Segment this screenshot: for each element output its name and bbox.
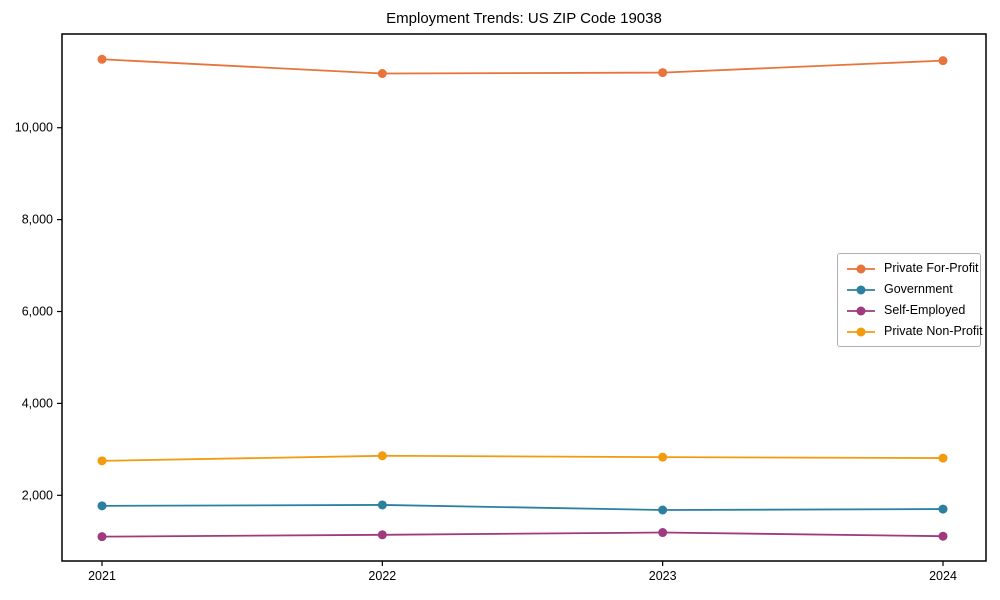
legend-item: Private Non-Profit bbox=[846, 322, 983, 342]
series-marker-private-non-profit bbox=[97, 456, 107, 466]
x-tick-label: 2021 bbox=[88, 569, 116, 583]
series-line-private-for-profit bbox=[101, 58, 944, 75]
series-line-government bbox=[101, 504, 944, 511]
x-tick-label: 2023 bbox=[649, 569, 677, 583]
legend-item: Private For-Profit bbox=[846, 259, 978, 279]
legend-item-label: Self-Employed bbox=[884, 303, 966, 318]
chart-title: Employment Trends: US ZIP Code 19038 bbox=[386, 10, 662, 27]
legend-item-label: Private Non-Profit bbox=[884, 324, 983, 339]
series-marker-private-non-profit bbox=[938, 453, 948, 463]
legend-item-label: Government bbox=[884, 282, 953, 297]
series-line-self-employed bbox=[101, 531, 944, 538]
series-marker-private-non-profit bbox=[658, 452, 668, 462]
series-marker-private-for-profit bbox=[97, 54, 107, 64]
series-marker-government bbox=[97, 501, 107, 511]
legend-item: Self-Employed bbox=[846, 301, 972, 321]
y-tick-label: 2,000 bbox=[22, 488, 53, 502]
series-marker-government bbox=[938, 504, 948, 514]
legend-line-marker-icon bbox=[847, 327, 875, 336]
series-marker-government bbox=[658, 505, 668, 515]
x-tick-label: 2024 bbox=[929, 569, 957, 583]
series-marker-private-for-profit bbox=[938, 56, 948, 66]
series-marker-private-non-profit bbox=[377, 451, 387, 461]
series-marker-private-for-profit bbox=[658, 68, 668, 78]
series-marker-private-for-profit bbox=[377, 69, 387, 79]
legend: Private For-Profit Government Self-Employe… bbox=[837, 253, 983, 347]
legend-line-marker-icon bbox=[847, 264, 875, 273]
series-marker-self-employed bbox=[658, 528, 668, 538]
series-marker-self-employed bbox=[938, 531, 948, 541]
x-tick-label: 2022 bbox=[368, 569, 396, 583]
series-line-private-non-profit bbox=[101, 454, 944, 462]
y-tick-label: 4,000 bbox=[22, 396, 53, 410]
legend-item-label: Private For-Profit bbox=[884, 261, 979, 276]
plot-border bbox=[61, 33, 987, 562]
series-marker-self-employed bbox=[377, 530, 387, 540]
legend-line-marker-icon bbox=[847, 285, 875, 294]
y-tick-label: 8,000 bbox=[22, 213, 53, 227]
series-marker-self-employed bbox=[97, 532, 107, 542]
series-marker-government bbox=[377, 500, 387, 510]
legend-line-marker-icon bbox=[847, 306, 875, 315]
y-tick-label: 10,000 bbox=[15, 121, 53, 135]
y-tick-label: 6,000 bbox=[22, 305, 53, 319]
legend-item: Government bbox=[846, 280, 972, 300]
